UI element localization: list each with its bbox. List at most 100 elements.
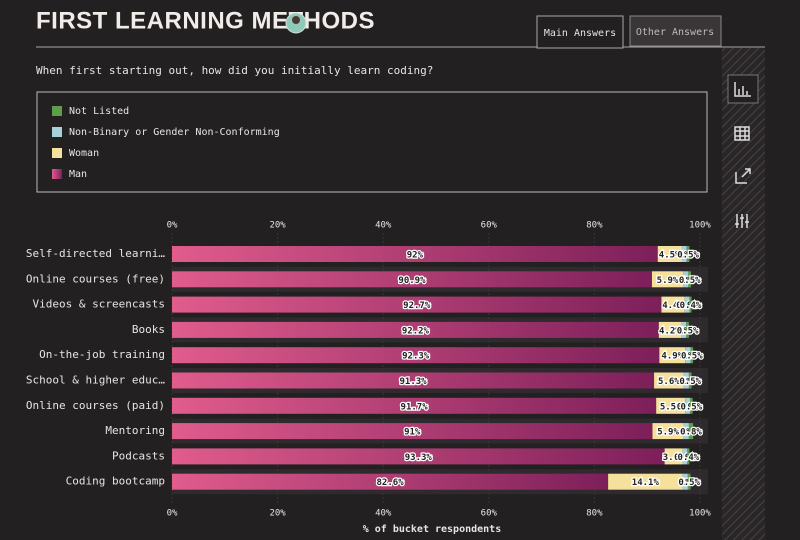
y-tick-label: School & higher educ… <box>26 374 165 387</box>
bar-segment <box>172 473 609 490</box>
bar-label: 92.7% <box>403 301 431 311</box>
y-tick-label: On-the-job training <box>39 348 165 361</box>
bar-label: 5.6% <box>658 377 680 387</box>
avatar-face <box>292 16 300 24</box>
bar-segment <box>688 423 694 440</box>
x-tick-label: 40% <box>375 221 392 231</box>
bar-label: 0.5% <box>681 352 703 362</box>
x-tick-label: 0% <box>167 509 178 519</box>
bar-label: 3.4% <box>663 453 685 463</box>
x-tick-label: 40% <box>375 509 392 519</box>
bar-segment <box>683 271 689 288</box>
bar-segment <box>682 448 688 465</box>
bar-label: 0.4% <box>678 453 700 463</box>
bar-segment <box>690 347 694 364</box>
bar-label: 14.1% <box>632 478 660 488</box>
bar-label: 0.5% <box>677 251 699 261</box>
bar-segment <box>686 246 690 262</box>
x-tick-label: 100% <box>689 221 711 231</box>
legend-label: Man <box>69 169 87 180</box>
bar-segment <box>172 423 653 440</box>
chart-icon-button[interactable] <box>727 74 759 104</box>
bar-label: 0.5% <box>679 377 701 387</box>
bar-label: 4.2% <box>659 326 681 336</box>
chart-icon <box>734 82 751 97</box>
bar-label: 0.9% <box>676 301 698 311</box>
tab[interactable] <box>629 15 722 47</box>
bar-segment <box>661 296 685 313</box>
bar-segment <box>682 473 688 490</box>
bar-label: 5.9% <box>657 428 679 438</box>
legend-swatch <box>52 106 62 116</box>
bar-segment <box>683 372 689 389</box>
x-tick-label: 20% <box>269 221 286 231</box>
share-icon[interactable] <box>735 168 751 184</box>
bar-label: 0.8% <box>680 428 702 438</box>
x-tick-label: 60% <box>481 221 498 231</box>
table-icon[interactable] <box>734 126 750 141</box>
x-tick-label: 80% <box>586 509 603 519</box>
bar-segment <box>172 296 662 313</box>
x-tick-label: 80% <box>586 221 603 231</box>
bar-segment <box>687 473 691 490</box>
bar-label: 5.9% <box>657 276 679 286</box>
bar-segment <box>680 321 687 338</box>
bar-segment <box>685 347 691 364</box>
bar-segment <box>656 397 686 414</box>
bar-segment <box>659 347 686 364</box>
bar-label: 0.5% <box>679 276 701 286</box>
bar-label: 0.4% <box>680 301 702 311</box>
x-axis-label: % of bucket respondents <box>363 524 501 535</box>
bar-label: 0.9% <box>674 453 696 463</box>
bar-segment <box>172 271 652 288</box>
settings-icon[interactable] <box>735 214 749 228</box>
bar-label: 91.3% <box>399 377 427 387</box>
bar-segment <box>687 448 690 465</box>
bar-segment <box>689 397 693 414</box>
bar-label: 90.9% <box>398 276 426 286</box>
chart: Not Listed Non-Binary or Gender Non-Confo… <box>26 106 711 535</box>
bar-segment <box>608 473 683 490</box>
legend-swatch <box>52 169 62 179</box>
x-tick-label: 20% <box>269 509 286 519</box>
bar-segment <box>686 321 689 338</box>
y-tick-label: Podcasts <box>112 449 165 462</box>
bar-segment <box>654 372 684 389</box>
bar-segment <box>684 296 690 313</box>
bar-label: 4.5% <box>659 251 681 261</box>
x-tick-label: 100% <box>689 509 711 519</box>
bar-label: 0.5% <box>680 402 702 412</box>
bar-label: 0.5% <box>677 326 699 336</box>
legend-swatch <box>52 127 62 137</box>
legend-label: Not Listed <box>69 106 129 117</box>
tab-label[interactable]: Other Answers <box>636 27 714 38</box>
bar-label: 92.3% <box>402 352 430 362</box>
bar-segment <box>689 296 692 313</box>
legend-label: Woman <box>69 148 99 159</box>
bar-segment <box>681 246 687 262</box>
bar-segment <box>683 423 689 440</box>
bar-segment <box>688 372 692 389</box>
legend-label: Non-Binary or Gender Non-Conforming <box>69 127 280 138</box>
bar-label: 91.7% <box>401 402 429 412</box>
bar-label: 82.6% <box>377 478 405 488</box>
x-tick-label: 0% <box>167 221 178 231</box>
bar-segment <box>172 321 659 338</box>
sidebar <box>722 48 765 540</box>
y-tick-label: Self-directed learni… <box>26 247 165 260</box>
x-tick-label: 60% <box>481 509 498 519</box>
y-tick-label: Books <box>132 323 165 336</box>
bar-segment <box>651 271 684 288</box>
y-tick-label: Mentoring <box>105 424 165 437</box>
tab-active[interactable] <box>536 15 624 49</box>
bar-segment <box>172 347 660 364</box>
page-title: FIRST LEARNING METHODS <box>36 7 375 34</box>
tab-label[interactable]: Main Answers <box>544 28 616 39</box>
bar-label: 5.5% <box>660 402 682 412</box>
bar-label: 93.3% <box>405 453 433 463</box>
legend-swatch <box>52 148 62 158</box>
y-tick-label: Coding bootcamp <box>66 475 165 488</box>
bar-label: 91% <box>404 428 421 438</box>
bar-segment <box>658 321 681 338</box>
